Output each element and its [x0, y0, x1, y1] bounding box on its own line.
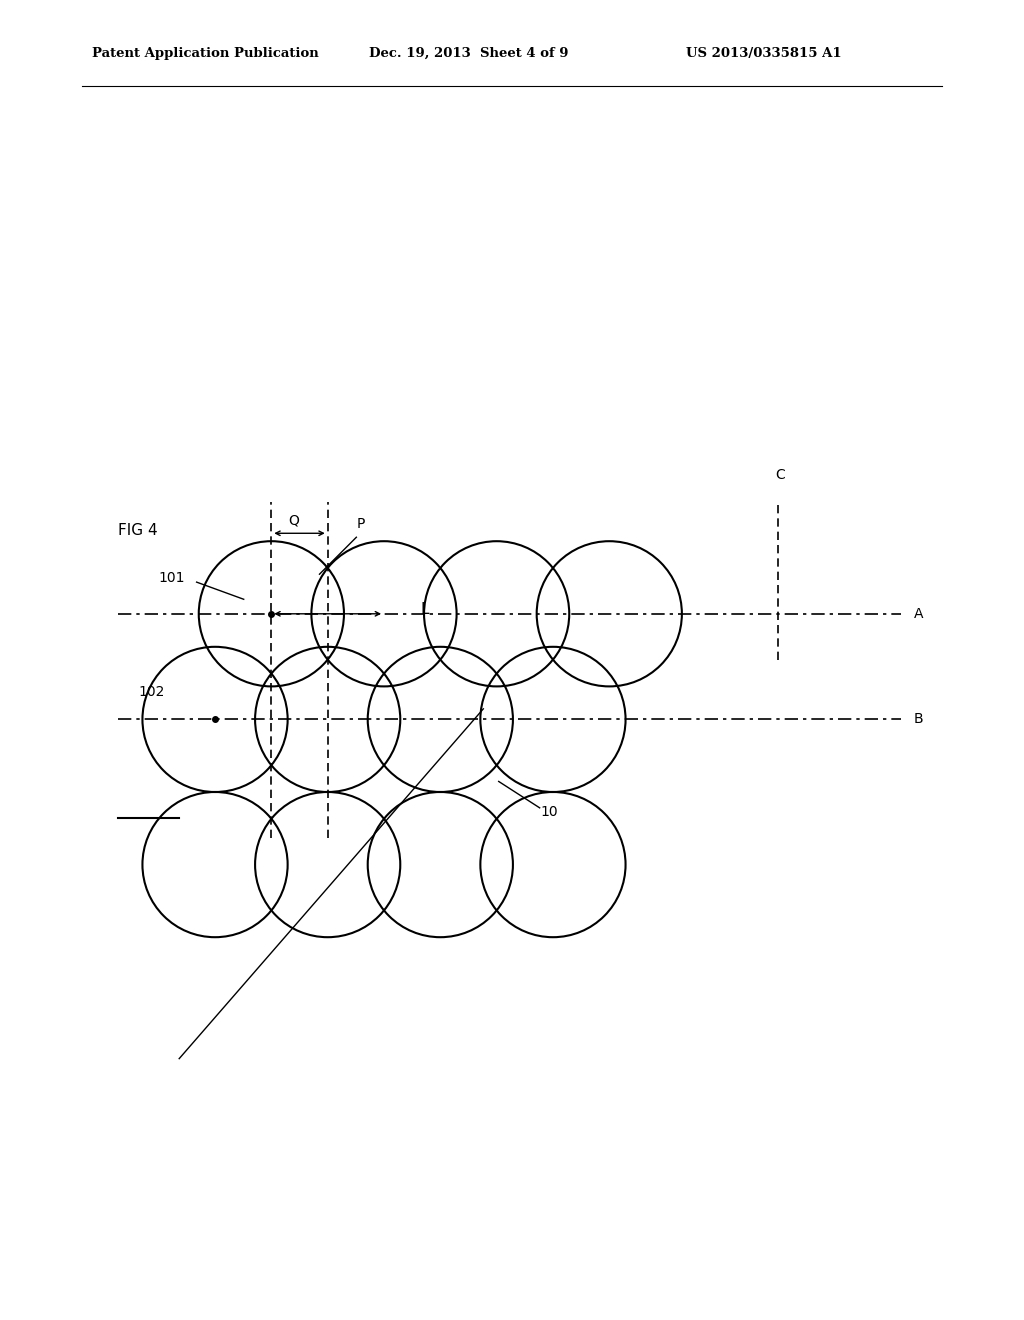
Text: Dec. 19, 2013  Sheet 4 of 9: Dec. 19, 2013 Sheet 4 of 9: [369, 46, 568, 59]
Text: US 2013/0335815 A1: US 2013/0335815 A1: [686, 46, 842, 59]
Text: B: B: [913, 713, 923, 726]
Text: L: L: [421, 602, 429, 618]
Text: Patent Application Publication: Patent Application Publication: [92, 46, 318, 59]
Text: 101: 101: [159, 572, 185, 585]
Text: A: A: [913, 607, 923, 620]
Text: 102: 102: [138, 685, 165, 698]
Text: C: C: [775, 467, 785, 482]
Text: P: P: [356, 516, 365, 531]
Text: Q: Q: [289, 513, 299, 528]
Text: 10: 10: [541, 805, 558, 818]
Text: FIG 4: FIG 4: [118, 523, 158, 537]
